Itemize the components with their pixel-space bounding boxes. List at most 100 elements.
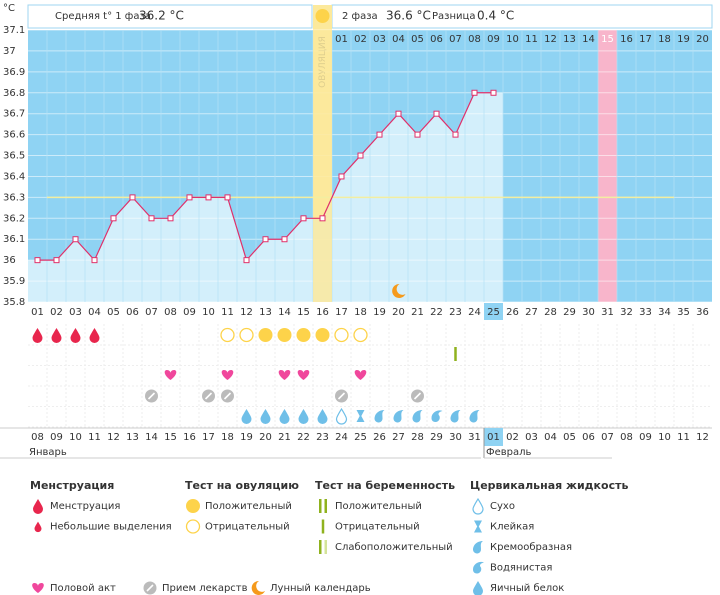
symbol-icon (296, 328, 311, 342)
moon (251, 580, 265, 595)
date-label: 13 (126, 432, 139, 443)
temperature-point (281, 236, 288, 243)
legend-item: Сухо (490, 501, 515, 512)
x-tick-label: 11 (221, 307, 234, 318)
expected-period-column (598, 30, 617, 302)
x-tick-label: 23 (449, 307, 462, 318)
symbol-icon (412, 410, 423, 423)
symbol-icon (335, 407, 348, 425)
temperature-point (53, 257, 60, 264)
creamy (374, 410, 385, 423)
y-tick-label: 37.1 (3, 25, 25, 36)
post-ovulation-day: 01 (335, 34, 348, 45)
symbol-icon (279, 409, 290, 424)
symbol-icon (278, 370, 291, 380)
symbol-icon (431, 410, 443, 422)
bar (319, 540, 322, 554)
date-label: 30 (449, 432, 462, 443)
date-label: 02 (506, 432, 519, 443)
legend-item: Слабоположительный (335, 542, 453, 553)
x-tick-label: 03 (69, 307, 82, 318)
date-label: 01 (487, 432, 500, 443)
month-label: Февраль (486, 447, 532, 458)
date-label: 11 (677, 432, 690, 443)
symbol-icon (145, 389, 158, 403)
drop (33, 499, 43, 514)
date-label: 12 (107, 432, 120, 443)
date-label: 27 (392, 432, 405, 443)
x-tick-label: 29 (563, 307, 576, 318)
ovulation-sun (315, 9, 330, 23)
post-ovulation-day: 13 (563, 34, 576, 45)
x-tick-label: 06 (126, 307, 139, 318)
pill-slash (147, 392, 156, 400)
symbol-icon (354, 370, 367, 380)
circle (315, 328, 330, 342)
drop (473, 581, 483, 595)
phase2-label: 2 фаза (342, 11, 378, 22)
legend-item: Менструация (50, 501, 120, 512)
drop (317, 409, 328, 424)
date-label: 26 (373, 432, 386, 443)
temperature-point (376, 131, 383, 138)
post-ovulation-day: 12 (544, 34, 557, 45)
pill-slash (204, 392, 213, 400)
circle (277, 328, 292, 342)
temperature-point (414, 131, 421, 138)
heart (32, 583, 44, 593)
heart (297, 370, 310, 380)
heart (278, 370, 291, 380)
y-tick-label: 36 (3, 255, 16, 266)
legend-icon (186, 499, 200, 513)
legend-item: Яичный белок (490, 583, 564, 594)
legend-item: Отрицательный (205, 522, 290, 533)
x-tick-label: 07 (145, 307, 158, 318)
symbol-icon (356, 410, 365, 422)
symbol-icon (392, 283, 406, 298)
legend-item: Положительный (335, 501, 422, 512)
diff-value: 0.4 °C (477, 9, 514, 23)
date-label: 29 (430, 432, 443, 443)
temperature-point (91, 257, 98, 264)
date-label: 07 (601, 432, 614, 443)
x-tick-label: 26 (506, 307, 519, 318)
circle (353, 327, 368, 343)
temperature-point (490, 89, 497, 96)
date-label: 17 (202, 432, 215, 443)
y-tick-label: 36.8 (3, 88, 25, 99)
date-label: 19 (240, 432, 253, 443)
symbol-icon (70, 328, 81, 343)
diff-label: Разница (432, 11, 475, 22)
drop (298, 409, 309, 424)
legend-item: Отрицательный (335, 522, 420, 533)
y-tick-label: 36.7 (3, 109, 25, 120)
legend-icon (143, 581, 157, 595)
date-label: 12 (696, 432, 709, 443)
watery (431, 410, 443, 422)
symbol-icon (164, 370, 177, 380)
symbol-icon (239, 327, 254, 343)
circle (185, 519, 201, 534)
x-tick-label: 35 (677, 307, 690, 318)
temperature-point (338, 173, 345, 180)
temperature-point (395, 110, 402, 117)
y-unit: °C (3, 3, 15, 14)
date-label: 08 (31, 432, 44, 443)
drop (279, 409, 290, 424)
post-ovulation-day: 06 (430, 34, 443, 45)
x-tick-label: 19 (373, 307, 386, 318)
x-tick-label: 09 (183, 307, 196, 318)
date-label: 28 (411, 432, 424, 443)
post-ovulation-day: 15 (601, 34, 614, 45)
date-label: 09 (50, 432, 63, 443)
date-label: 10 (69, 432, 82, 443)
drop (32, 328, 43, 343)
drop (89, 328, 100, 343)
post-ovulation-day: 10 (506, 34, 519, 45)
legend-icon (472, 497, 484, 515)
symbol-icon (317, 409, 328, 424)
date-label: 03 (525, 432, 538, 443)
pill-slash (413, 392, 422, 400)
creamy (469, 410, 480, 423)
temperature-point (186, 194, 193, 201)
